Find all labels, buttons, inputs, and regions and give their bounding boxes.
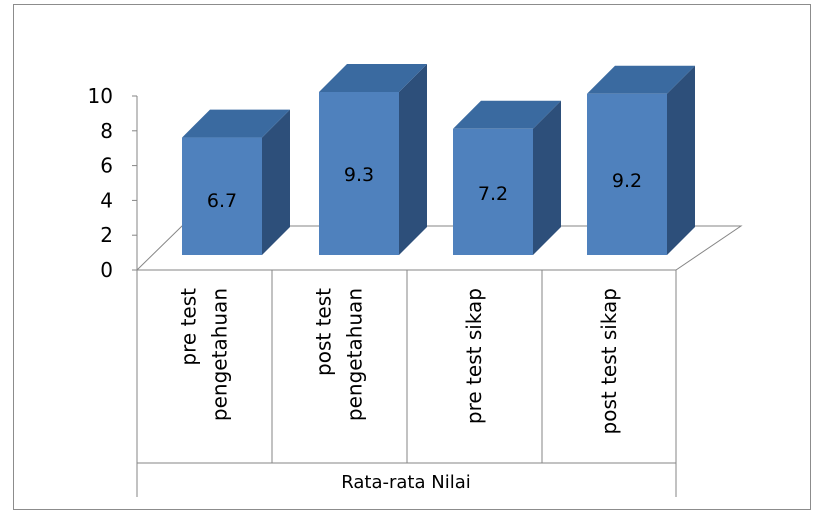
bar-front [587, 93, 667, 255]
bar-front [182, 137, 262, 255]
bar [587, 65, 695, 255]
value-axis-ticks: 0 2 4 6 8 10 [88, 84, 137, 282]
y-tick-label: 2 [100, 223, 113, 247]
bar [319, 64, 427, 255]
bar-front [319, 92, 399, 255]
category-axis: Rata-rata Nilai pre test pengetahuan post … [136, 270, 677, 497]
bar-top [182, 109, 290, 138]
y-tick-label: 4 [100, 188, 113, 212]
bar-front [453, 128, 533, 255]
bar-top [319, 64, 427, 92]
bar [182, 109, 290, 256]
bars [182, 64, 695, 256]
y-tick-label: 8 [100, 119, 113, 143]
bar-top [587, 65, 695, 94]
data-label: 9.2 [612, 170, 642, 192]
data-label: 7.2 [478, 183, 508, 205]
category-label: pengetahuan [343, 288, 367, 421]
data-label: 9.3 [344, 164, 374, 186]
y-tick-label: 6 [100, 154, 113, 178]
data-label: 6.7 [207, 190, 237, 212]
y-tick-label: 0 [100, 258, 113, 282]
bar-side [533, 100, 561, 255]
category-label: pre test [177, 288, 201, 366]
y-tick-label: 10 [88, 84, 113, 108]
data-labels: 6.7 9.3 7.2 9.2 [207, 164, 642, 212]
bar-side [262, 109, 290, 256]
category-label: post test [312, 288, 336, 376]
bar-side [399, 64, 427, 255]
bar-side [667, 65, 695, 255]
chart-frame [13, 4, 811, 510]
group-label: Rata-rata Nilai [341, 472, 470, 493]
category-label: post test sikap [597, 288, 621, 434]
category-label: pengetahuan [208, 288, 232, 421]
bar-top [453, 100, 561, 129]
bar [453, 100, 561, 255]
category-label: pre test sikap [462, 288, 486, 424]
